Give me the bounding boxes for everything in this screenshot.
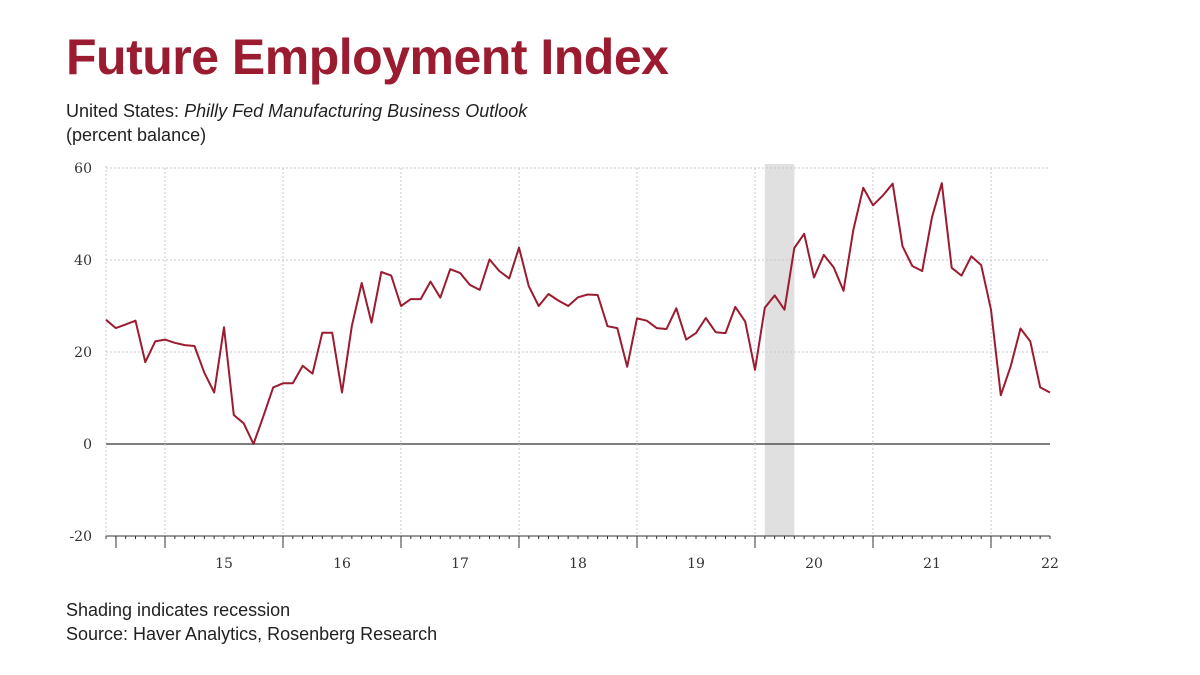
x-tick-label: 19 <box>687 556 705 572</box>
y-tick-label: 40 <box>74 253 92 269</box>
chart-footer: Shading indicates recession Source: Have… <box>66 598 437 646</box>
x-tick-label: 17 <box>451 556 469 572</box>
x-tick-label: 18 <box>569 556 587 572</box>
y-tick-label: 60 <box>74 161 92 177</box>
y-tick-label: 20 <box>74 345 92 361</box>
y-tick-label: 0 <box>83 437 92 453</box>
source-note: Source: Haver Analytics, Rosenberg Resea… <box>66 624 438 644</box>
recession-shade <box>764 164 795 536</box>
x-tick-label: 20 <box>805 556 823 572</box>
x-tick-label: 21 <box>923 556 941 572</box>
y-tick-label: -20 <box>69 529 92 545</box>
x-tick-label: 22 <box>1041 556 1059 572</box>
chart-subtitle: United States: Philly Fed Manufacturing … <box>66 99 527 147</box>
chart-title: Future Employment Index <box>66 29 669 85</box>
series-line <box>105 182 1051 445</box>
subtitle-units: (percent balance) <box>66 125 207 145</box>
x-tick-label: 15 <box>215 556 233 572</box>
x-tick-label: 16 <box>333 556 351 572</box>
recession-note: Shading indicates recession <box>66 600 291 620</box>
subtitle-survey-name: Philly Fed Manufacturing Business Outloo… <box>184 101 528 121</box>
subtitle-prefix: United States: <box>66 101 185 121</box>
